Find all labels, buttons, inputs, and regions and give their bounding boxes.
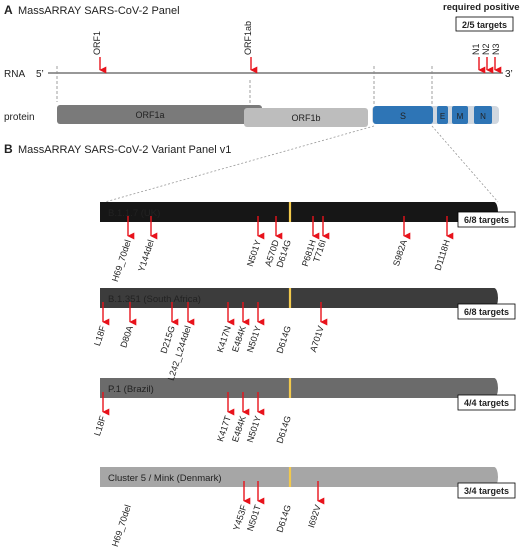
protein-n (474, 106, 492, 124)
protein-label: protein (4, 112, 35, 123)
variant-uk-name: B.1.1.7 (UK) (108, 208, 160, 219)
rna-marker-n3-label: N3 (491, 43, 501, 55)
variant-dk-bar (100, 467, 498, 487)
required-positive-label: required positive (443, 2, 520, 13)
required-targets-label: 2/5 targets (462, 20, 507, 30)
mutation-label: N501Y (245, 415, 263, 444)
mutation-label: H69_70del (110, 239, 133, 284)
protein-orf1b-label: ORF1b (291, 113, 320, 123)
mutation-label: D614G (275, 325, 293, 355)
protein-orf1a (57, 105, 262, 124)
variant-uk-targets-box (457, 211, 516, 228)
protein-n-label: N (480, 112, 486, 121)
rna-label: RNA (4, 69, 25, 80)
variant-br-targets: 4/4 targets (464, 398, 509, 408)
protein-spike-label: S (400, 111, 406, 121)
variant-sa-mutations: L18F D80A D215G L242_L244del K417N E484K… (92, 302, 328, 382)
panel-a-title: MassARRAY SARS-CoV-2 Panel (18, 5, 180, 17)
rna-marker-orf1ab-label: ORF1ab (243, 21, 253, 55)
required-targets-box (455, 16, 514, 32)
protein-orf1a-label: ORF1a (135, 110, 164, 120)
three-prime-label: 3’ (505, 69, 513, 80)
variant-sa-targets-box (457, 303, 516, 320)
rna-marker-orf1-label: ORF1 (92, 31, 102, 55)
protein-e (437, 106, 448, 124)
variant-uk-bar (100, 202, 498, 222)
zoom-line-left (104, 125, 375, 203)
mutation-label: L18F (92, 324, 108, 347)
mutation-label: D614G (275, 504, 293, 534)
rna-marker-n1-label: N1 (471, 43, 481, 55)
variant-uk-mutations: H69_70del Y144del N501Y A570D D614G P681… (110, 216, 454, 284)
variant-br-mutations: L18F K417T E484K N501Y D614G (92, 392, 293, 445)
mutation-label: N501Y (245, 325, 263, 354)
protein-m-label: M (457, 112, 464, 121)
variant-br-targets-box (457, 394, 516, 411)
variant-dk-targets-box (457, 482, 516, 499)
variant-br-name: P.1 (Brazil) (108, 384, 154, 395)
mutation-label: Y144del (136, 239, 156, 274)
mutation-label: S982A (391, 239, 409, 268)
mutation-label: D80A (118, 325, 134, 350)
variant-sa-name: B.1.351 (South Africa) (108, 294, 201, 305)
variant-sa-bar (100, 288, 498, 308)
mutation-label: N501Y (245, 239, 263, 268)
variant-sa-targets: 6/8 targets (464, 307, 509, 317)
variant-dk-mutations: H69_70del Y453F N501T D614G I692V (110, 481, 325, 549)
panel-b-title: MassARRAY SARS-CoV-2 Variant Panel v1 (18, 144, 231, 156)
panel-b-letter: B (4, 142, 13, 156)
variant-dk-name: Cluster 5 / Mink (Denmark) (108, 473, 222, 484)
protein-spike (373, 106, 433, 124)
mutation-label: A701V (308, 325, 326, 354)
rna-marker-n2-label: N2 (481, 43, 491, 55)
mutation-label: D1118H (433, 239, 452, 272)
variant-uk-targets: 6/8 targets (464, 215, 509, 225)
five-prime-label: 5’ (36, 69, 44, 80)
panel-a-letter: A (4, 3, 13, 17)
mutation-label: D614G (275, 415, 293, 445)
mutation-label: I692V (306, 504, 323, 529)
zoom-line-right (431, 125, 499, 203)
protein-orf1b (244, 108, 368, 127)
protein-e-label: E (440, 112, 445, 121)
variant-dk-targets: 3/4 targets (464, 486, 509, 496)
variant-br-bar (100, 378, 498, 398)
protein-m (452, 106, 468, 124)
mutation-label: L18F (92, 414, 108, 437)
mutation-label: H69_70del (110, 504, 133, 549)
